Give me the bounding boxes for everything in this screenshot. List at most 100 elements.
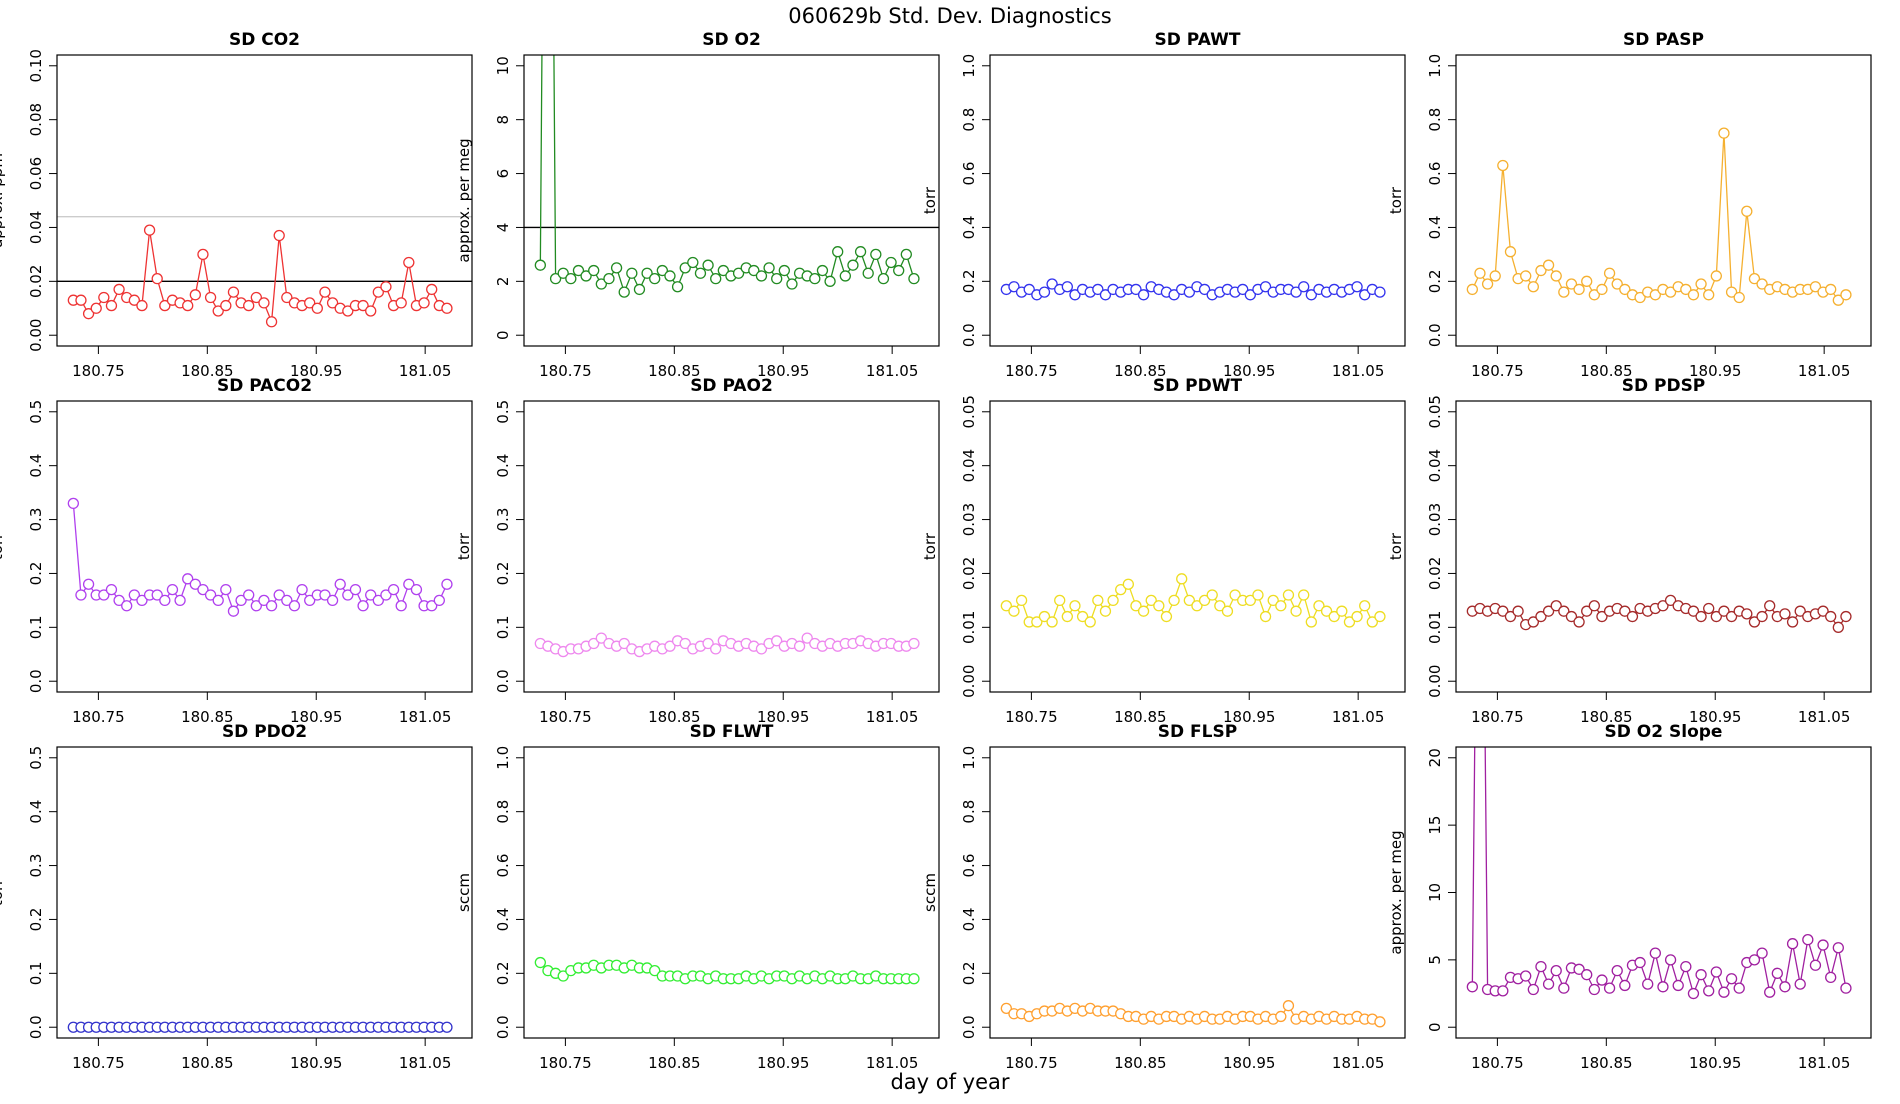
x-tick-label: 181.05 [1332, 1054, 1385, 1072]
data-point [1137, 289, 1150, 301]
data-point [1603, 267, 1616, 279]
data-point [862, 267, 874, 279]
y-tick-label: 0.5 [27, 400, 45, 424]
y-tick-label: 0.02 [960, 557, 978, 590]
data-point [1252, 589, 1264, 601]
data-point [1497, 985, 1509, 997]
y-tick-label: 0.04 [27, 211, 45, 244]
y-tick-label: 0 [1426, 1022, 1444, 1032]
y-axis-label: sccm [455, 873, 473, 912]
data-point [250, 291, 262, 304]
x-tick-label: 180.75 [539, 708, 592, 726]
data-point [387, 583, 400, 596]
data-point [319, 589, 331, 601]
y-tick-label: 0.04 [1426, 449, 1444, 482]
data-point [1359, 600, 1371, 612]
data-point [113, 283, 125, 296]
data-point [702, 637, 714, 650]
data-point [1596, 610, 1608, 623]
panel: SD PDSP torr 0.00 0.01 0.02 0.03 0.04 0.05 180.7… [1387, 376, 1872, 726]
data-point [395, 297, 407, 309]
data-point [1244, 289, 1256, 301]
y-tick-label: 1.0 [1426, 54, 1444, 78]
data-point [342, 589, 354, 601]
data-point [1649, 289, 1661, 301]
data-point [426, 600, 438, 612]
y-tick-label: 0.05 [960, 395, 978, 428]
data-point [250, 600, 262, 612]
data-point [365, 589, 377, 601]
data-point [1214, 600, 1226, 612]
data-point [1092, 594, 1104, 607]
y-tick-label: 0.3 [494, 508, 512, 532]
data-point [67, 497, 79, 510]
x-tick-label: 180.85 [1580, 362, 1633, 380]
data-point [1000, 600, 1012, 612]
x-tick-label: 180.85 [181, 1054, 234, 1072]
data-point [1046, 278, 1058, 290]
x-tick-label: 180.95 [1689, 708, 1742, 726]
data-point [1619, 605, 1631, 617]
plot-frame [1455, 400, 1872, 693]
y-tick-label: 0.05 [1426, 395, 1444, 428]
data-point [1512, 605, 1524, 617]
data-point [847, 259, 859, 271]
data-point [1756, 610, 1768, 623]
data-point [1832, 621, 1844, 633]
data-point [1588, 289, 1600, 301]
y-tick-label: 0.04 [960, 449, 978, 482]
data-point [1748, 954, 1761, 966]
plot-frame [989, 400, 1406, 693]
x-tick-label: 181.05 [399, 362, 452, 380]
panel-title: SD PAWT [1155, 30, 1241, 50]
data-point [441, 578, 453, 590]
data-point [1520, 970, 1532, 982]
data-point [710, 643, 722, 655]
y-tick-label: 4 [494, 223, 512, 233]
data-point [1107, 594, 1119, 607]
data-point [1229, 589, 1241, 601]
data-point [75, 294, 87, 306]
data-point [1527, 281, 1539, 293]
data-point [1520, 270, 1532, 282]
data-point [1573, 963, 1585, 975]
data-point [1221, 605, 1234, 617]
y-tick-label: 0.4 [960, 216, 978, 240]
y-tick-label: 0.6 [494, 854, 512, 878]
data-point [1825, 610, 1837, 623]
x-tick-label: 180.75 [1005, 362, 1058, 380]
data-point [1565, 610, 1578, 623]
data-point [702, 259, 714, 271]
data-point [1581, 969, 1593, 981]
x-tick-label: 181.05 [1332, 708, 1385, 726]
data-point [1198, 594, 1211, 607]
data-point [410, 583, 423, 596]
data-point [304, 594, 316, 607]
y-tick-label: 0.08 [27, 103, 45, 136]
y-tick-label: 20 [1426, 748, 1444, 767]
x-tick-label: 181.05 [1798, 1054, 1851, 1072]
data-point [1634, 291, 1646, 304]
data-point [771, 635, 783, 647]
y-tick-label: 0.8 [960, 800, 978, 824]
plot-frame [1455, 746, 1872, 1039]
data-point [1298, 589, 1310, 601]
data-point [595, 632, 607, 644]
panel: SD PACO2 torr 0.0 0.1 0.2 0.3 0.4 0.5 180.75 180.… [0, 376, 473, 726]
y-tick-label: 0.6 [960, 162, 978, 186]
panel: SD CO2 approx. ppm 0.00 0.02 0.04 0.06 0.08 0.1… [0, 30, 473, 380]
plot-area [524, 55, 939, 298]
x-tick-label: 180.85 [648, 362, 701, 380]
y-axis-label: torr [0, 878, 6, 906]
panel-title: SD CO2 [229, 30, 300, 50]
y-tick-label: 0.0 [494, 669, 512, 693]
x-tick-label: 180.95 [290, 362, 343, 380]
x-tick-label: 180.75 [72, 708, 125, 726]
plot-area [1466, 747, 1852, 1000]
data-point [1008, 605, 1020, 617]
data-point [588, 264, 600, 277]
y-tick-label: 0.00 [1426, 665, 1444, 698]
panel-title: SD PDO2 [222, 722, 307, 742]
